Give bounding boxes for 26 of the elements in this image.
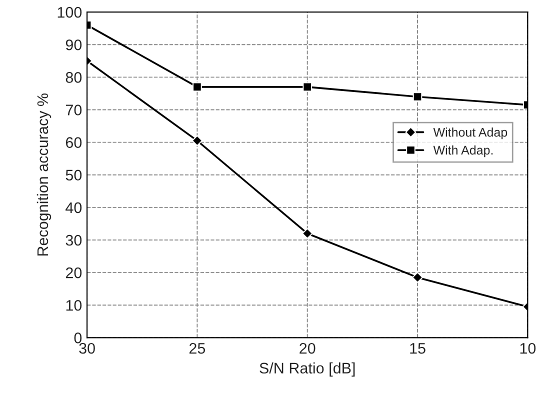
x-tick-label: 15	[410, 343, 426, 354]
x-axis-title: S/N Ratio [dB]	[260, 362, 355, 377]
y-tick-label: 90	[66, 39, 82, 50]
y-axis-title: Recognition accuracy %	[36, 93, 52, 256]
point	[192, 135, 203, 146]
x-tick-label: 25	[189, 342, 206, 354]
x-tick-label: 10	[520, 342, 536, 354]
point	[302, 82, 312, 92]
point	[302, 228, 313, 239]
y-tick-label: 60	[66, 137, 82, 148]
y-tick-label: 10	[66, 300, 82, 311]
x-tick-label: 20	[300, 342, 316, 354]
y-tick-label: 30	[66, 234, 82, 246]
y-tick-label: 50	[66, 170, 82, 181]
y-tick-label: 70	[66, 104, 82, 116]
point	[412, 272, 423, 283]
point	[192, 82, 202, 92]
y-tick-label: 20	[66, 267, 82, 278]
legend-label: Without Adap	[433, 128, 508, 140]
point	[412, 92, 422, 102]
y-tick-label: 80	[66, 72, 82, 83]
legend-label: With Adap.	[433, 145, 493, 158]
y-tick-label: 100	[58, 6, 82, 18]
x-tick-label: 30	[79, 342, 95, 354]
y-tick-label: 0	[74, 332, 82, 344]
y-tick-label: 40	[66, 202, 82, 214]
